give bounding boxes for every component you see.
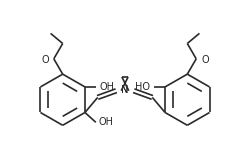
Text: N: N [121,85,128,95]
Text: HO: HO [135,82,150,92]
Text: N: N [122,85,129,95]
Text: OH: OH [100,82,115,92]
Text: OH: OH [99,117,114,127]
Text: O: O [201,55,209,65]
Text: O: O [41,55,49,65]
